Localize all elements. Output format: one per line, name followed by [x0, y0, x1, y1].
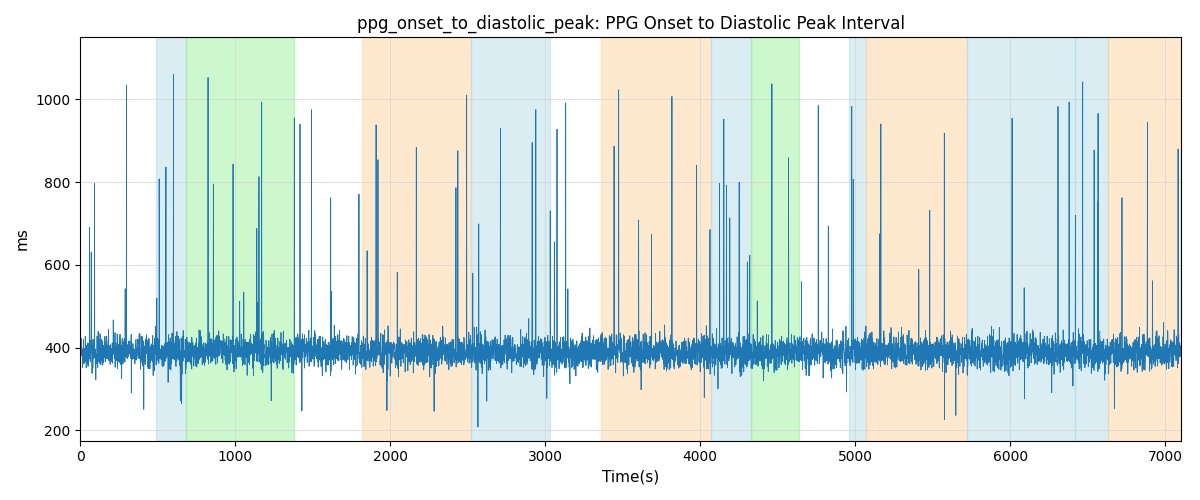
Bar	[156, 38, 186, 440]
Bar	[1075, 38, 1108, 440]
Bar	[601, 38, 712, 440]
Bar	[362, 38, 470, 440]
Y-axis label: ms: ms	[14, 228, 30, 250]
Bar	[1108, 38, 1181, 440]
Bar	[751, 38, 799, 440]
Bar	[712, 38, 751, 440]
Bar	[186, 38, 294, 440]
Bar	[866, 38, 967, 440]
X-axis label: Time(s): Time(s)	[602, 470, 659, 485]
Bar	[470, 38, 550, 440]
Bar	[848, 38, 866, 440]
Title: ppg_onset_to_diastolic_peak: PPG Onset to Diastolic Peak Interval: ppg_onset_to_diastolic_peak: PPG Onset t…	[356, 15, 905, 34]
Bar	[967, 38, 1075, 440]
